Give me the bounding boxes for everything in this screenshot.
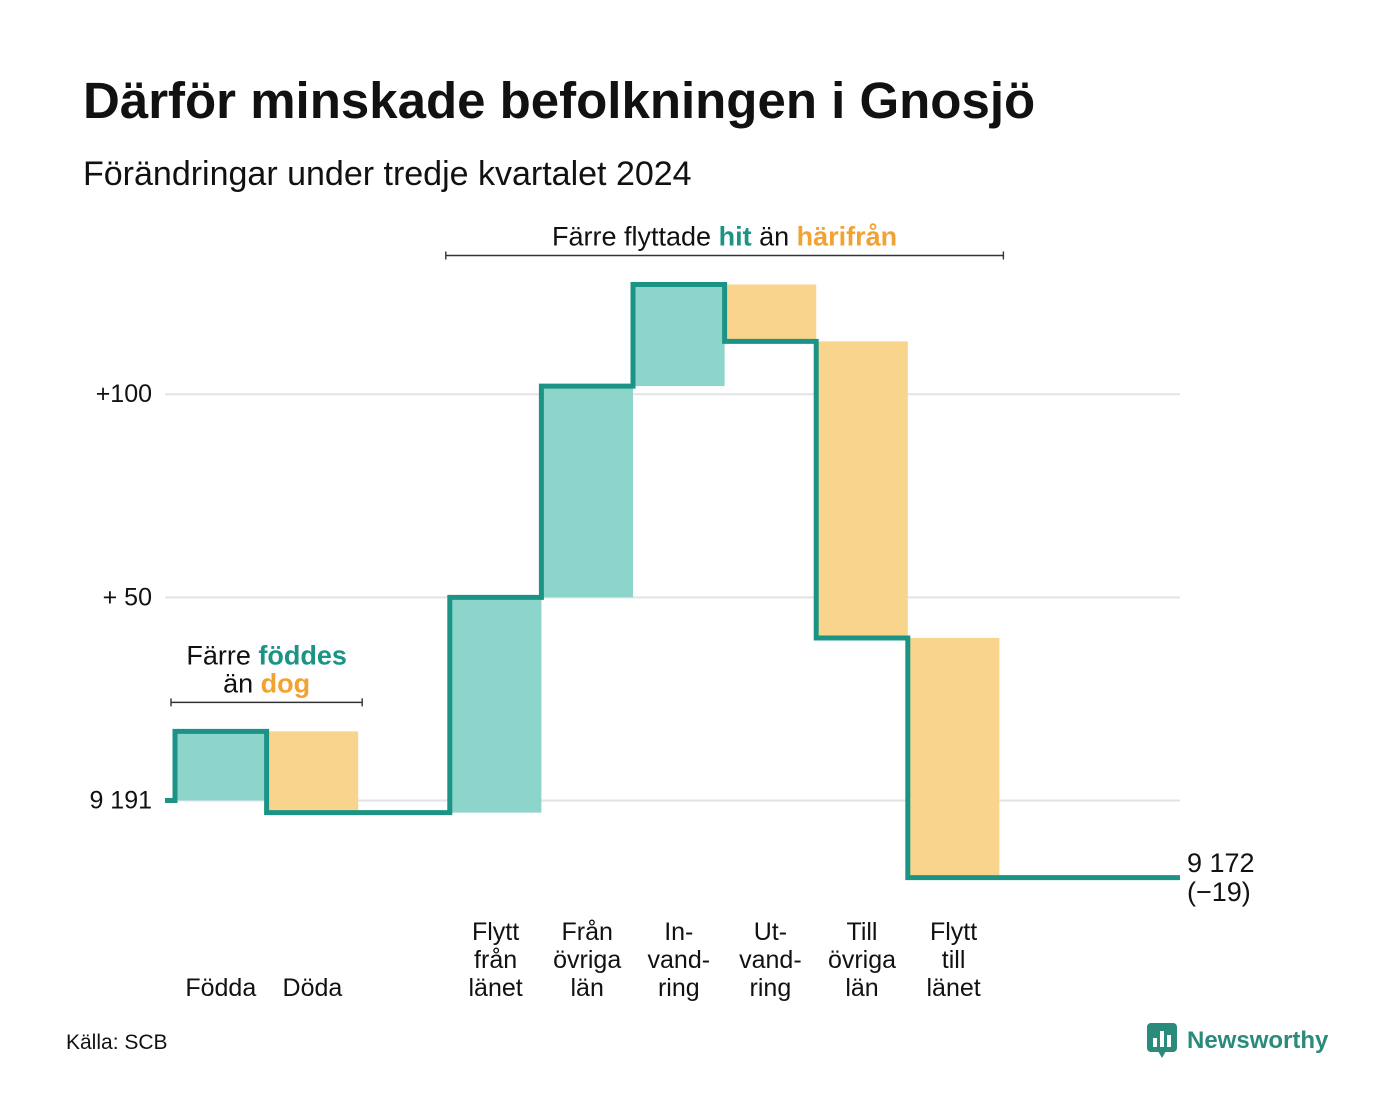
category-label-till-ovriga-lan: län: [845, 974, 878, 1002]
annotation-line: Färre flyttade hit än härifrån: [552, 222, 897, 252]
bar-flytt-fran-lanet: [449, 597, 542, 813]
logo-bar: [1153, 1038, 1157, 1047]
category-label-invandring: vand-: [648, 946, 711, 974]
group-bracket: [170, 698, 363, 707]
annotation-highlight: hit: [719, 222, 752, 252]
annotation-highlight: dog: [261, 668, 310, 698]
category-label-flytt-fran-lanet: Flytt: [472, 918, 519, 946]
category-label-fran-ovriga-lan: övriga: [553, 946, 621, 974]
bar-fodda: [175, 731, 267, 801]
annotation-text: än: [223, 668, 261, 698]
y-tick-label: +100: [96, 380, 152, 408]
category-label-fodda: Födda: [185, 974, 256, 1002]
category-label-utvandring: vand-: [739, 946, 802, 974]
category-label-flytt-fran-lanet: från: [474, 946, 517, 974]
annotation-line: Färre föddes: [186, 640, 347, 670]
group-bracket: [445, 251, 1005, 260]
annotation-highlight: härifrån: [797, 222, 898, 252]
bar-fran-ovriga-lan: [541, 386, 633, 598]
cumulative-line: [165, 282, 1180, 881]
bar-invandring: [633, 284, 725, 387]
bar-utvandring: [724, 284, 817, 342]
bar-chart-speech-bubble-icon: [1147, 1023, 1177, 1059]
category-label-utvandring: ring: [750, 974, 792, 1002]
annotation-line: än dog: [223, 668, 310, 698]
bar-doda: [266, 731, 359, 813]
category-label-flytt-till-lanet: länet: [926, 974, 980, 1002]
bars: [175, 284, 1000, 878]
category-label-doda: Döda: [283, 974, 343, 1002]
brand-name: Newsworthy: [1187, 1027, 1329, 1054]
annotation-text: Färre flyttade: [552, 222, 719, 252]
category-label-fran-ovriga-lan: län: [571, 974, 604, 1002]
logo-bar: [1167, 1035, 1171, 1047]
chart-title: Därför minskade befolkningen i Gnosjö: [83, 72, 1036, 129]
end-value-label: 9 172: [1187, 848, 1255, 878]
category-labels: Födda DödaFlyttfrånlänetFrånövrigalänIn-v…: [185, 918, 980, 1002]
logo-bar: [1160, 1031, 1164, 1047]
category-label-fran-ovriga-lan: Från: [561, 918, 612, 946]
category-label-invandring: ring: [658, 974, 700, 1002]
category-label-till-ovriga-lan: övriga: [828, 946, 896, 974]
end-change-label: (−19): [1187, 877, 1251, 907]
y-tick-label: + 50: [103, 583, 152, 611]
category-label-flytt-till-lanet: till: [942, 946, 966, 974]
source-note: Källa: SCB: [66, 1031, 168, 1054]
bar-flytt-till-lanet: [907, 637, 1000, 878]
category-label-utvandring: Ut-: [754, 918, 787, 946]
annotation-highlight: föddes: [258, 640, 347, 670]
logo-bubble-tail: [1158, 1051, 1166, 1058]
annotation-text: än: [752, 222, 797, 252]
brand-logo: Newsworthy: [1147, 1022, 1328, 1060]
category-label-flytt-till-lanet: Flytt: [930, 918, 977, 946]
category-label-flytt-fran-lanet: länet: [468, 974, 522, 1002]
chart-subtitle: Förändringar under tredje kvartalet 2024: [83, 155, 692, 193]
y-tick-label: 9 191: [89, 786, 152, 814]
annotation-text: Färre: [186, 640, 258, 670]
logo-icon-graphic: [1147, 1023, 1177, 1058]
bar-till-ovriga-lan: [816, 341, 908, 638]
category-label-invandring: In-: [664, 918, 693, 946]
category-label-till-ovriga-lan: Till: [846, 918, 877, 946]
